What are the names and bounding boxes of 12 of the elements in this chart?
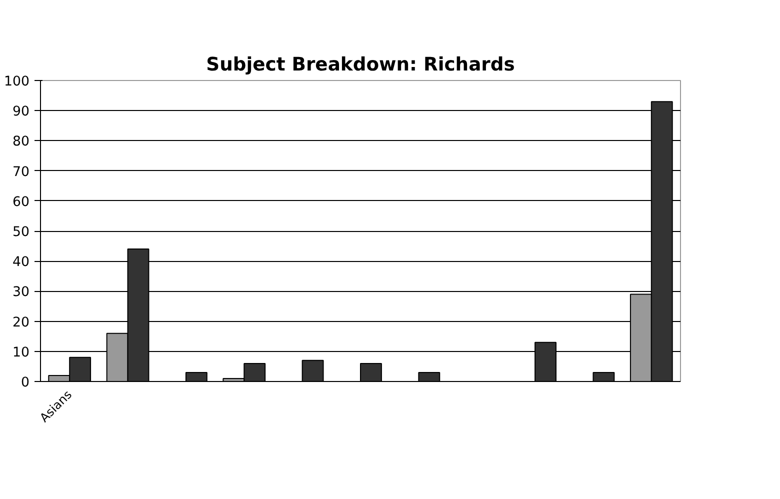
chart-title: Subject Breakdown: Richards	[206, 54, 515, 76]
y-tick-label: 20	[12, 315, 30, 330]
y-tick-label: 50	[12, 225, 30, 240]
y-tick-label: 100	[4, 74, 30, 90]
y-tick-label: 90	[12, 104, 30, 120]
y-tick-label: 30	[12, 285, 30, 300]
y-tick-label: 80	[12, 134, 30, 150]
y-tick-label: 60	[12, 194, 30, 210]
y-tick-label: 70	[12, 164, 30, 180]
y-tick-label: 0	[21, 376, 30, 390]
y-tick-label: 40	[12, 255, 30, 270]
y-tick-label: 10	[12, 345, 30, 360]
